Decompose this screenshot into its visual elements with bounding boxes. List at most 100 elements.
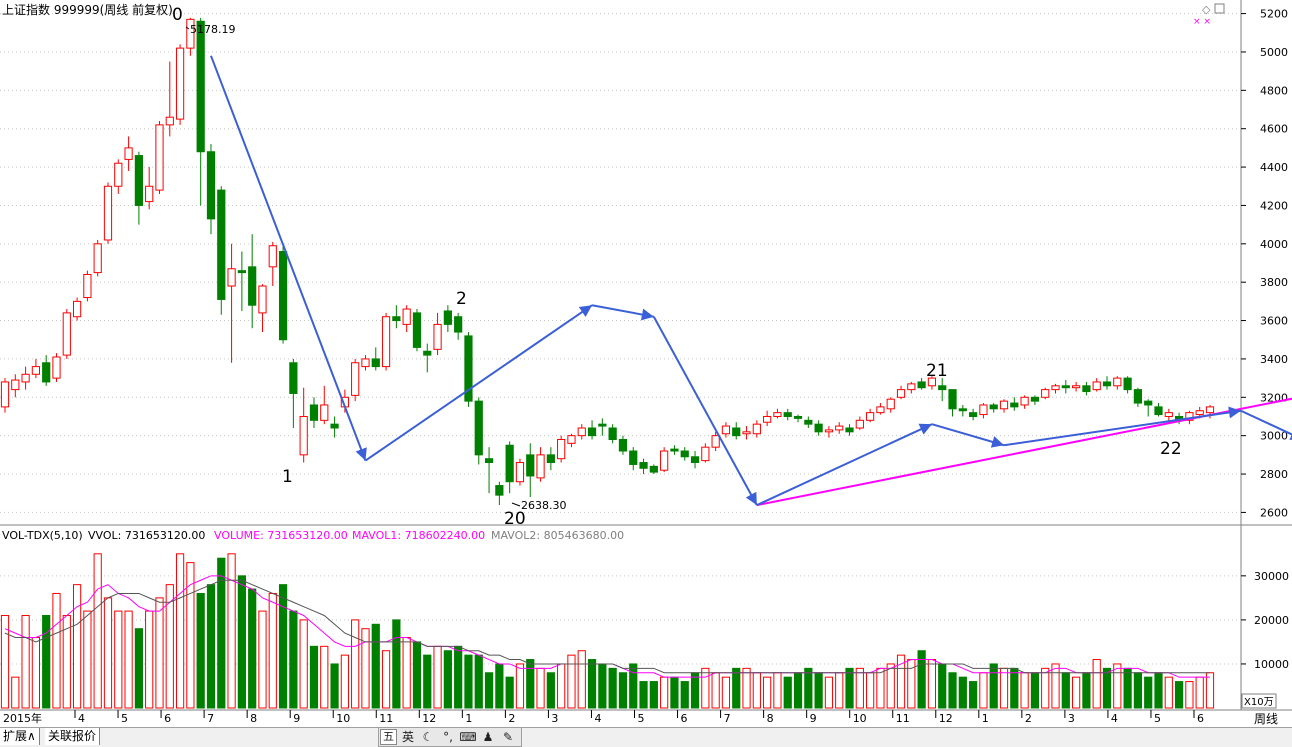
candle-body bbox=[639, 462, 648, 469]
volume-bar bbox=[134, 628, 143, 709]
candles bbox=[0, 17, 1215, 506]
wave-large-segment bbox=[756, 397, 1292, 507]
candle-body bbox=[608, 427, 617, 441]
volume-bar bbox=[814, 672, 823, 709]
candle-body bbox=[752, 423, 761, 435]
candle-body bbox=[866, 412, 875, 421]
candle-body bbox=[763, 415, 772, 423]
volume-bar bbox=[124, 610, 133, 709]
diamond-icon[interactable]: ◇ bbox=[1202, 3, 1211, 16]
wave-small-segment bbox=[364, 304, 593, 462]
candle-body bbox=[536, 454, 545, 479]
moon-icon[interactable]: ☾ bbox=[422, 730, 434, 744]
candle-body bbox=[464, 335, 473, 402]
candle-body bbox=[948, 389, 957, 410]
time-tick-label: 3 bbox=[1068, 712, 1075, 725]
volume-bar bbox=[495, 663, 504, 709]
volume-bar bbox=[1010, 667, 1019, 709]
keyboard-icon[interactable]: ⌨ bbox=[459, 730, 477, 744]
volume-bar bbox=[1113, 663, 1122, 709]
candle-body bbox=[1154, 406, 1163, 416]
candle-body bbox=[484, 458, 494, 464]
candle-body bbox=[1072, 385, 1081, 389]
volume-bar bbox=[711, 672, 720, 709]
time-tick-label: 5 bbox=[121, 712, 128, 725]
volume-bar bbox=[845, 667, 854, 709]
five-stroke-button[interactable]: 五 bbox=[380, 729, 397, 745]
time-axis: 2015年 4 5 6 7 8 9 10 11 12 1 2 3 4 5 6 7 8 9 10 11 12 1 2 3 4 5 6 bbox=[3, 710, 1204, 725]
vol-mavol1: MAVOL1: 718602240.00 bbox=[352, 529, 485, 542]
wave-lines bbox=[210, 55, 1292, 507]
volume-bar bbox=[217, 557, 226, 709]
volume-bar bbox=[443, 650, 452, 709]
volume-bar bbox=[680, 681, 689, 709]
volume-bar bbox=[72, 584, 82, 709]
price-tick-label: 5000 bbox=[1260, 46, 1288, 59]
wave-small-segment bbox=[1003, 406, 1242, 447]
candle-body bbox=[1164, 412, 1173, 417]
volume-bar bbox=[309, 645, 319, 709]
candle-body bbox=[93, 243, 102, 274]
volume-bar bbox=[371, 623, 380, 709]
volume-bar bbox=[752, 672, 761, 709]
candle-body bbox=[1030, 396, 1040, 402]
volume-bar bbox=[793, 672, 803, 709]
candle-body bbox=[1020, 396, 1029, 406]
volume-bar bbox=[742, 667, 751, 709]
candle-body bbox=[1185, 412, 1194, 421]
wave-label-21: 21 bbox=[926, 361, 948, 381]
candle-body bbox=[587, 427, 597, 437]
volume-bar bbox=[958, 676, 967, 709]
volume-bar bbox=[145, 610, 154, 709]
candle-body bbox=[196, 20, 205, 153]
time-tick-label: 7 bbox=[724, 712, 731, 725]
bottom-tab-bar: 扩展∧ 关联报价 bbox=[0, 727, 1292, 747]
price-tick-label: 5200 bbox=[1260, 8, 1288, 21]
candle-body bbox=[114, 162, 123, 187]
time-tick-label: 6 bbox=[164, 712, 171, 725]
restore-icon[interactable] bbox=[1214, 3, 1225, 14]
candle-body bbox=[62, 312, 71, 356]
candle-body bbox=[1133, 389, 1143, 404]
volume-bar bbox=[1072, 676, 1081, 709]
wrench-icon[interactable]: ✎ bbox=[502, 730, 514, 744]
candle-body bbox=[258, 285, 267, 314]
volume-bar bbox=[536, 667, 545, 709]
price-tick-label: 2600 bbox=[1260, 506, 1288, 519]
candle-body bbox=[423, 350, 432, 356]
candle-body bbox=[958, 408, 967, 412]
volume-bar bbox=[227, 553, 236, 709]
volume-bar bbox=[484, 672, 494, 709]
user-icon[interactable]: ♟ bbox=[482, 730, 494, 744]
volume-bar bbox=[804, 667, 813, 709]
volume-bar bbox=[876, 667, 885, 709]
candle-body bbox=[907, 383, 916, 391]
wave-small-segment bbox=[931, 423, 1005, 448]
candle-body bbox=[299, 415, 308, 456]
tab-related-quotes[interactable]: 关联报价 bbox=[45, 728, 101, 745]
tab-expand[interactable]: 扩展∧ bbox=[0, 728, 40, 745]
dots-icon[interactable]: °, bbox=[443, 730, 453, 744]
volume-bar bbox=[320, 645, 329, 709]
candle-body bbox=[649, 465, 658, 473]
volume-bar bbox=[989, 663, 998, 709]
candle-body bbox=[680, 450, 689, 458]
candle-body bbox=[1010, 402, 1019, 408]
volume-bar bbox=[1041, 667, 1050, 709]
candle-body bbox=[845, 427, 854, 433]
price-tick-label: 4000 bbox=[1260, 238, 1288, 251]
volume-bar bbox=[1174, 681, 1184, 709]
english-mode-button[interactable]: 英 bbox=[401, 730, 414, 744]
candle-body bbox=[371, 358, 380, 368]
candle-body bbox=[320, 404, 329, 421]
volume-bar bbox=[670, 676, 679, 709]
candle-body bbox=[330, 423, 339, 429]
candle-body bbox=[0, 381, 10, 408]
time-tick-label: 11 bbox=[896, 712, 910, 725]
time-tick-label: 1 bbox=[982, 712, 989, 725]
candle-body bbox=[690, 456, 700, 464]
candle-body bbox=[577, 427, 586, 437]
volume-bar bbox=[1102, 667, 1112, 709]
volume-bar bbox=[618, 672, 628, 709]
